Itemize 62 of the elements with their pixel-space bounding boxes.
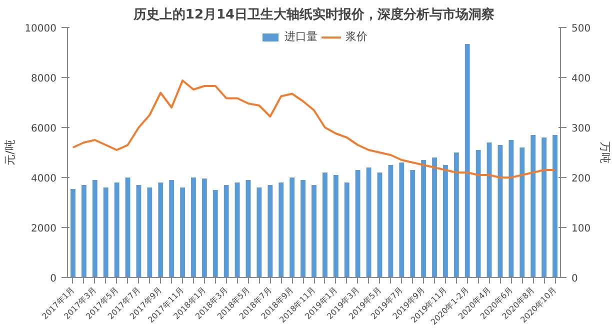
- bar: [278, 182, 284, 278]
- line-series: [72, 80, 556, 178]
- bar: [70, 189, 76, 278]
- bar: [344, 182, 350, 278]
- y-axis-title: 元/吨: [4, 140, 17, 166]
- legend-label: 进口量: [284, 29, 318, 44]
- bar: [454, 152, 459, 278]
- bar: [333, 175, 338, 278]
- y2-tick-label: 500: [572, 24, 591, 34]
- bar: [212, 190, 218, 278]
- bar: [147, 188, 152, 278]
- bar: [300, 180, 306, 278]
- y-tick-label: 10000: [24, 24, 56, 34]
- legend-label: 浆价: [346, 29, 368, 44]
- y2-tick-label: 300: [572, 124, 591, 134]
- bar: [508, 140, 514, 278]
- bar: [81, 185, 86, 278]
- bar: [410, 170, 416, 278]
- bar: [312, 185, 316, 278]
- y2-tick-label: 0: [572, 274, 578, 284]
- y-tick-label: 0: [50, 274, 57, 284]
- bar: [268, 185, 273, 278]
- y2-tick-label: 400: [572, 74, 591, 84]
- bar: [486, 142, 492, 278]
- bar: [399, 162, 404, 278]
- bar: [246, 180, 251, 278]
- bar: [114, 182, 120, 278]
- bar: [530, 135, 536, 278]
- y-tick-label: 8000: [31, 74, 57, 84]
- bar: [520, 148, 525, 278]
- bar: [388, 165, 394, 278]
- bar: [464, 44, 470, 278]
- bar: [256, 188, 262, 278]
- bar: [432, 158, 437, 278]
- bar: [202, 178, 207, 278]
- bar: [552, 135, 558, 278]
- bar: [136, 185, 142, 278]
- bar: [169, 180, 174, 278]
- y2-tick-label: 100: [572, 224, 591, 234]
- bar: [322, 172, 328, 278]
- y-tick-label: 2000: [31, 224, 57, 234]
- y-tick-label: 4000: [31, 174, 57, 184]
- y2-tick-label: 200: [572, 174, 591, 184]
- bar: [377, 172, 382, 278]
- bar: [158, 182, 164, 278]
- y-tick-label: 6000: [31, 124, 57, 134]
- bar: [476, 150, 481, 278]
- bar: [443, 165, 448, 278]
- bar: [542, 138, 547, 278]
- bar: [180, 188, 185, 278]
- bar: [234, 182, 240, 278]
- y2-axis-title: 万吨: [598, 142, 612, 164]
- bar: [421, 160, 426, 278]
- bar: [355, 170, 360, 278]
- bar: [125, 178, 130, 278]
- bar: [92, 180, 98, 278]
- chart-title: 历史上的12月14日卫生大轴纸实时报价，深度分析与市场洞察: [132, 6, 495, 22]
- bar: [290, 178, 295, 278]
- bar: [191, 178, 196, 278]
- bar: [224, 185, 229, 278]
- bar: [366, 168, 372, 278]
- bar: [103, 188, 108, 278]
